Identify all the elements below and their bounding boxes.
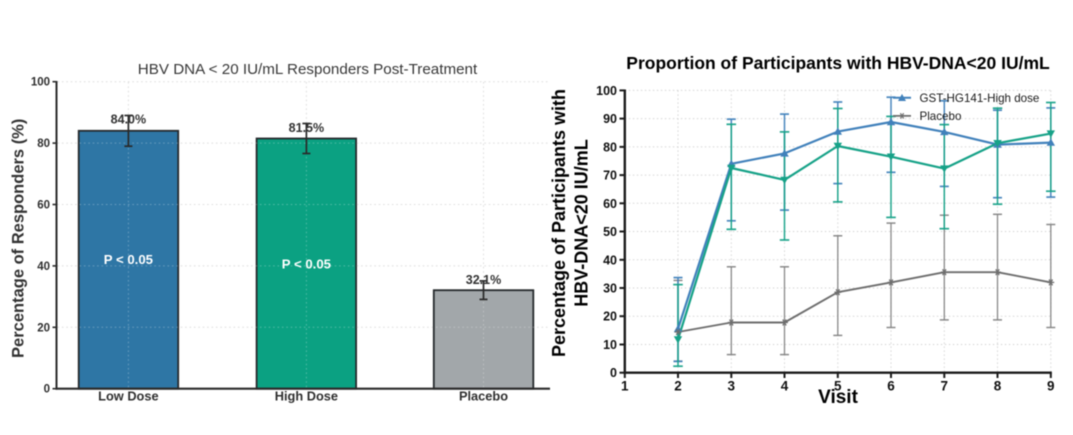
svg-text:2: 2 (674, 379, 682, 394)
svg-text:50: 50 (603, 225, 617, 239)
svg-text:7: 7 (941, 379, 949, 394)
svg-text:60: 60 (37, 200, 50, 212)
svg-text:10: 10 (603, 338, 617, 352)
svg-text:6: 6 (887, 379, 895, 394)
svg-text:4: 4 (781, 379, 789, 394)
svg-text:5: 5 (834, 379, 842, 394)
svg-text:Percentage of Participants wit: Percentage of Participants with (549, 89, 569, 357)
svg-text:Low Dose: Low Dose (98, 389, 158, 404)
svg-text:84.0%: 84.0% (111, 113, 146, 127)
svg-text:HBV-DNA<20 IU/mL: HBV-DNA<20 IU/mL (572, 139, 592, 307)
svg-text:Percentage of Responders (%): Percentage of Responders (%) (10, 119, 28, 358)
svg-text:81.5%: 81.5% (289, 121, 324, 135)
svg-text:HBV DNA < 20 IU/mL Responders: HBV DNA < 20 IU/mL Responders Post-Treat… (138, 61, 478, 78)
svg-text:20: 20 (37, 322, 50, 334)
svg-text:9: 9 (1047, 379, 1055, 394)
svg-text:100: 100 (596, 84, 617, 98)
svg-text:8: 8 (994, 379, 1002, 394)
svg-text:40: 40 (37, 261, 50, 273)
svg-text:40: 40 (603, 253, 617, 267)
svg-text:80: 80 (603, 140, 617, 154)
svg-text:Visit: Visit (818, 387, 858, 408)
svg-text:Placebo: Placebo (920, 110, 962, 123)
svg-text:1: 1 (621, 379, 629, 394)
svg-text:Placebo: Placebo (459, 389, 508, 404)
svg-text:30: 30 (603, 282, 617, 296)
svg-text:32.1%: 32.1% (466, 273, 501, 287)
svg-text:70: 70 (603, 169, 617, 183)
svg-text:90: 90 (603, 112, 617, 126)
svg-text:60: 60 (603, 197, 617, 211)
svg-text:P < 0.05: P < 0.05 (104, 252, 153, 267)
svg-text:20: 20 (603, 310, 617, 324)
svg-text:0: 0 (610, 366, 617, 380)
svg-text:100: 100 (31, 77, 50, 89)
svg-text:High Dose: High Dose (275, 389, 338, 404)
svg-text:GST-HG141-High dose: GST-HG141-High dose (920, 92, 1040, 105)
svg-text:0: 0 (44, 384, 50, 396)
svg-text:80: 80 (37, 138, 50, 150)
svg-text:Proportion of Participants wit: Proportion of Participants with HBV-DNA<… (626, 53, 1050, 73)
svg-text:3: 3 (728, 379, 736, 394)
svg-text:P < 0.05: P < 0.05 (282, 257, 331, 272)
